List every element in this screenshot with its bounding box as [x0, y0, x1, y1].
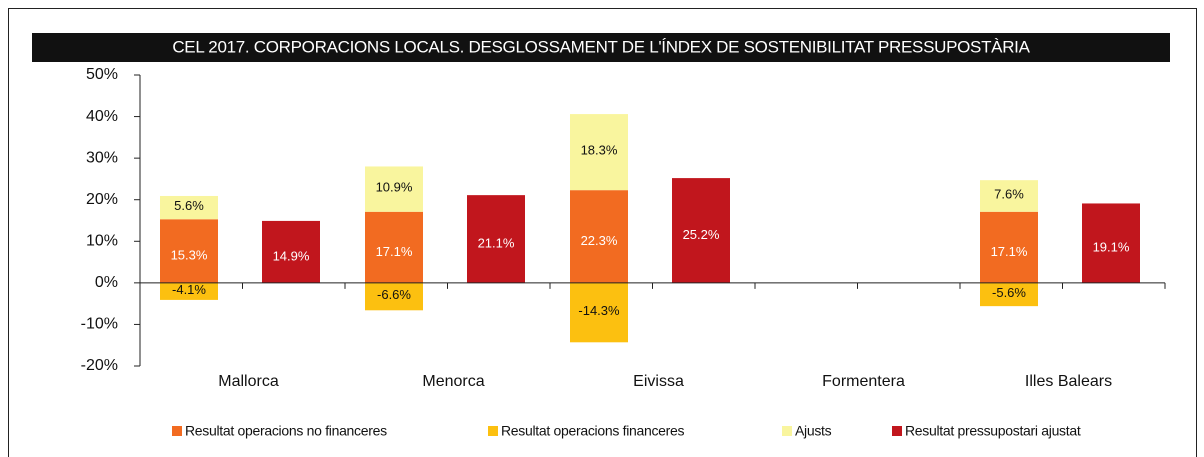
- bar-segment: [672, 178, 730, 283]
- y-tick-label: -10%: [81, 316, 118, 333]
- value-label: 14.9%: [273, 248, 310, 263]
- bar-segment: [160, 282, 218, 300]
- y-tick-label: 10%: [86, 233, 118, 250]
- value-label: 22.3%: [581, 233, 618, 248]
- bar-segment: [365, 166, 423, 212]
- value-label: 7.6%: [994, 186, 1024, 201]
- bar-segment: [365, 282, 423, 311]
- legend-swatch: [782, 426, 792, 436]
- value-label: -6.6%: [377, 287, 411, 302]
- bar-segment: [160, 195, 218, 220]
- bar-segment: [160, 219, 218, 283]
- y-tick-label: -20%: [81, 357, 118, 374]
- value-label: 15.3%: [171, 247, 208, 262]
- value-label: 19.1%: [1093, 240, 1130, 255]
- bar-segment: [1082, 203, 1140, 283]
- x-tick-label: Mallorca: [218, 373, 279, 390]
- value-label: 17.1%: [376, 244, 413, 259]
- bar-segment: [262, 220, 320, 283]
- y-tick-label: 30%: [86, 149, 118, 166]
- bar-segment: [570, 282, 628, 343]
- y-tick-label: 20%: [86, 191, 118, 208]
- legend-swatch: [172, 426, 182, 436]
- chart-frame: [8, 8, 1197, 457]
- y-tick-label: 40%: [86, 108, 118, 125]
- value-label: -14.3%: [578, 303, 620, 318]
- x-tick-label: Menorca: [422, 373, 484, 390]
- value-label: 17.1%: [991, 244, 1028, 259]
- chart-title: CEL 2017. CORPORACIONS LOCALS. DESGLOSSA…: [172, 37, 1030, 56]
- title-bar: [32, 33, 1170, 62]
- legend-swatch: [892, 426, 902, 436]
- value-label: -5.6%: [992, 285, 1026, 300]
- legend-label: Resultat pressupostari ajustat: [905, 423, 1081, 439]
- x-tick-label: Formentera: [822, 373, 905, 390]
- legend-label: Ajusts: [795, 423, 832, 439]
- value-label: 18.3%: [581, 143, 618, 158]
- legend-swatch: [488, 426, 498, 436]
- value-label: 21.1%: [478, 235, 515, 250]
- bar-segment: [980, 180, 1038, 212]
- bar-segment: [980, 282, 1038, 307]
- bar-segment: [467, 195, 525, 283]
- bar-segment: [570, 190, 628, 283]
- legend-label: Resultat operacions financeres: [501, 423, 685, 439]
- bar-segment: [980, 211, 1038, 283]
- bar-segment: [570, 114, 628, 191]
- legend-label: Resultat operacions no financeres: [185, 423, 387, 439]
- value-label: -4.1%: [172, 282, 206, 297]
- value-label: 10.9%: [376, 180, 413, 195]
- x-tick-label: Eivissa: [633, 373, 684, 390]
- x-tick-label: Illes Balears: [1025, 373, 1112, 390]
- y-tick-label: 0%: [95, 274, 118, 291]
- value-label: 25.2%: [683, 227, 720, 242]
- value-label: 5.6%: [174, 198, 204, 213]
- bar-segment: [365, 211, 423, 283]
- y-tick-label: 50%: [86, 66, 118, 83]
